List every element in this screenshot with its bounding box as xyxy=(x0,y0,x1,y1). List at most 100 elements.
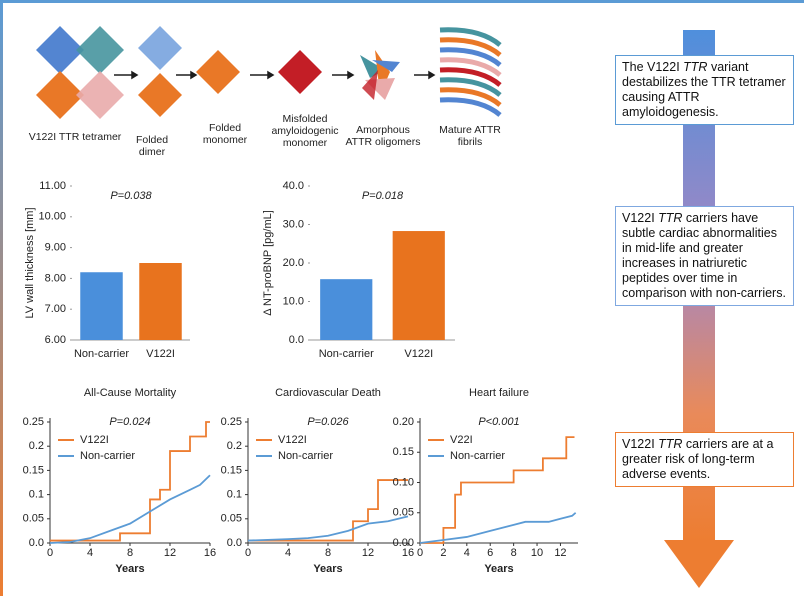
tetramer-unit xyxy=(76,26,124,74)
y-tick-label: 0.1 xyxy=(227,489,242,501)
legend-label: V122I xyxy=(278,434,307,446)
summary-text: The V122I xyxy=(622,60,683,74)
y-axis-label: LV wall thickness [mm] xyxy=(24,207,36,318)
y-tick-label: 0.10 xyxy=(393,476,414,488)
arrowhead xyxy=(191,72,196,78)
stage-label: fibrils xyxy=(458,136,483,148)
x-tick-label: 0 xyxy=(245,547,251,559)
x-tick-label: 8 xyxy=(511,547,517,559)
bar xyxy=(320,279,372,340)
progress-arrow-head xyxy=(664,540,734,588)
y-tick-label: 0.0 xyxy=(289,334,304,346)
y-tick-label: 0.00 xyxy=(393,537,414,549)
summary-text: TTR xyxy=(658,211,682,225)
x-tick-label: Non-carrier xyxy=(74,348,129,360)
y-tick-label: 0.05 xyxy=(23,513,44,525)
annotation: P=0.026 xyxy=(307,416,349,428)
fibrils xyxy=(440,30,500,115)
stage-label: ATTR oligomers xyxy=(345,136,420,148)
y-tick-label: 0.0 xyxy=(227,537,242,549)
x-axis-label: Years xyxy=(313,563,342,575)
monomer xyxy=(196,50,240,94)
stage-label: monomer xyxy=(203,134,248,146)
x-tick-label: 6 xyxy=(487,547,493,559)
x-tick-label: 12 xyxy=(362,547,374,559)
arrowhead xyxy=(132,72,137,78)
summary-box: V122I TTR carriers have subtle cardiac a… xyxy=(615,206,794,306)
chart-title: Heart failure xyxy=(469,387,529,399)
stage-label: monomer xyxy=(283,137,328,149)
y-tick-label: 10.00 xyxy=(38,211,66,223)
annotation: P=0.038 xyxy=(110,190,152,202)
summary-box: V122I TTR carriers are at a greater risk… xyxy=(615,432,794,487)
y-axis-label: Δ NT-proBNP [pg/mL] xyxy=(262,210,274,316)
annotation: P<0.001 xyxy=(478,416,519,428)
arrowhead xyxy=(268,72,273,78)
stage-label: dimer xyxy=(139,146,166,158)
diagram-shapes xyxy=(36,26,500,119)
y-tick-label: 0.25 xyxy=(23,416,44,428)
x-tick-label: 12 xyxy=(554,547,566,559)
frame-top xyxy=(0,0,804,3)
y-tick-label: 40.0 xyxy=(283,180,304,192)
x-tick-label: 2 xyxy=(440,547,446,559)
legend-label: Non-carrier xyxy=(278,450,333,462)
legend-label: V22I xyxy=(450,434,473,446)
arrowhead xyxy=(429,72,434,78)
stage-label: Amorphous xyxy=(356,124,410,136)
frame-left xyxy=(0,0,3,596)
summary-text: TTR xyxy=(683,60,707,74)
y-tick-label: 0.2 xyxy=(227,440,242,452)
bar xyxy=(80,272,122,340)
y-tick-label: 20.0 xyxy=(283,257,304,269)
legend-label: Non-carrier xyxy=(450,450,505,462)
x-tick-label: 4 xyxy=(285,547,291,559)
annotation: P=0.018 xyxy=(362,190,404,202)
stage-label: V122I TTR tetramer xyxy=(29,131,122,143)
fibril xyxy=(440,100,500,115)
y-tick-label: 0.1 xyxy=(29,489,44,501)
summary-text: TTR xyxy=(658,437,682,451)
x-tick-label: 8 xyxy=(127,547,133,559)
chart-title: All-Cause Mortality xyxy=(84,387,177,399)
legend-label: V122I xyxy=(80,434,109,446)
x-tick-label: 4 xyxy=(464,547,470,559)
dimer-unit xyxy=(138,73,182,117)
x-tick-label: 4 xyxy=(87,547,93,559)
graphical-abstract: V122I TTR tetramerFoldeddimerFoldedmonom… xyxy=(0,0,804,596)
x-tick-label: 0 xyxy=(417,547,423,559)
y-tick-label: 0.0 xyxy=(29,537,44,549)
x-tick-label: V122I xyxy=(146,348,175,360)
tetramer-unit xyxy=(76,71,124,119)
x-tick-label: 12 xyxy=(164,547,176,559)
y-tick-label: 0.05 xyxy=(393,507,414,519)
annotation: P=0.024 xyxy=(109,416,150,428)
y-tick-label: 0.15 xyxy=(23,464,44,476)
stage-label: Misfolded xyxy=(283,113,328,125)
line-series xyxy=(248,516,408,540)
bar xyxy=(139,263,181,340)
summary-text: V122I xyxy=(622,437,658,451)
y-tick-label: 10.0 xyxy=(283,295,304,307)
legend-label: Non-carrier xyxy=(80,450,135,462)
y-tick-label: 6.00 xyxy=(45,334,66,346)
arrowhead xyxy=(348,72,353,78)
misfolded-monomer xyxy=(278,50,322,94)
y-tick-label: 0.15 xyxy=(221,464,242,476)
stage-label: Folded xyxy=(136,134,168,146)
stage-label: Mature ATTR xyxy=(439,124,501,136)
y-tick-label: 30.0 xyxy=(283,218,304,230)
y-tick-label: 0.25 xyxy=(221,416,242,428)
line-series xyxy=(248,480,408,541)
dimer-unit xyxy=(138,26,182,70)
summary-box: The V122I TTR variant destabilizes the T… xyxy=(615,55,794,125)
x-tick-label: V122I xyxy=(404,348,433,360)
y-tick-label: 0.20 xyxy=(393,416,414,428)
y-tick-label: 9.00 xyxy=(45,242,66,254)
y-tick-label: 0.15 xyxy=(393,446,414,458)
x-tick-label: Non-carrier xyxy=(319,348,374,360)
y-tick-label: 7.00 xyxy=(45,303,66,315)
y-tick-label: 11.00 xyxy=(39,180,66,192)
x-tick-label: 10 xyxy=(531,547,543,559)
x-tick-label: 0 xyxy=(47,547,53,559)
